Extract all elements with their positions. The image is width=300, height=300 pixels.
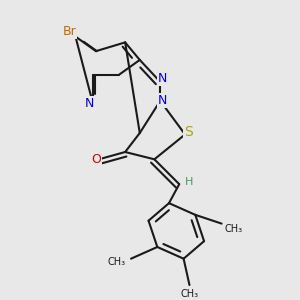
- Text: O: O: [91, 153, 101, 166]
- Text: Br: Br: [63, 25, 76, 38]
- Text: N: N: [158, 94, 167, 107]
- Text: N: N: [158, 72, 167, 86]
- Text: CH₃: CH₃: [180, 290, 199, 299]
- Text: N: N: [85, 97, 94, 110]
- Text: H: H: [184, 177, 193, 187]
- Text: CH₃: CH₃: [107, 256, 125, 267]
- Text: CH₃: CH₃: [224, 224, 243, 235]
- Text: S: S: [184, 125, 192, 139]
